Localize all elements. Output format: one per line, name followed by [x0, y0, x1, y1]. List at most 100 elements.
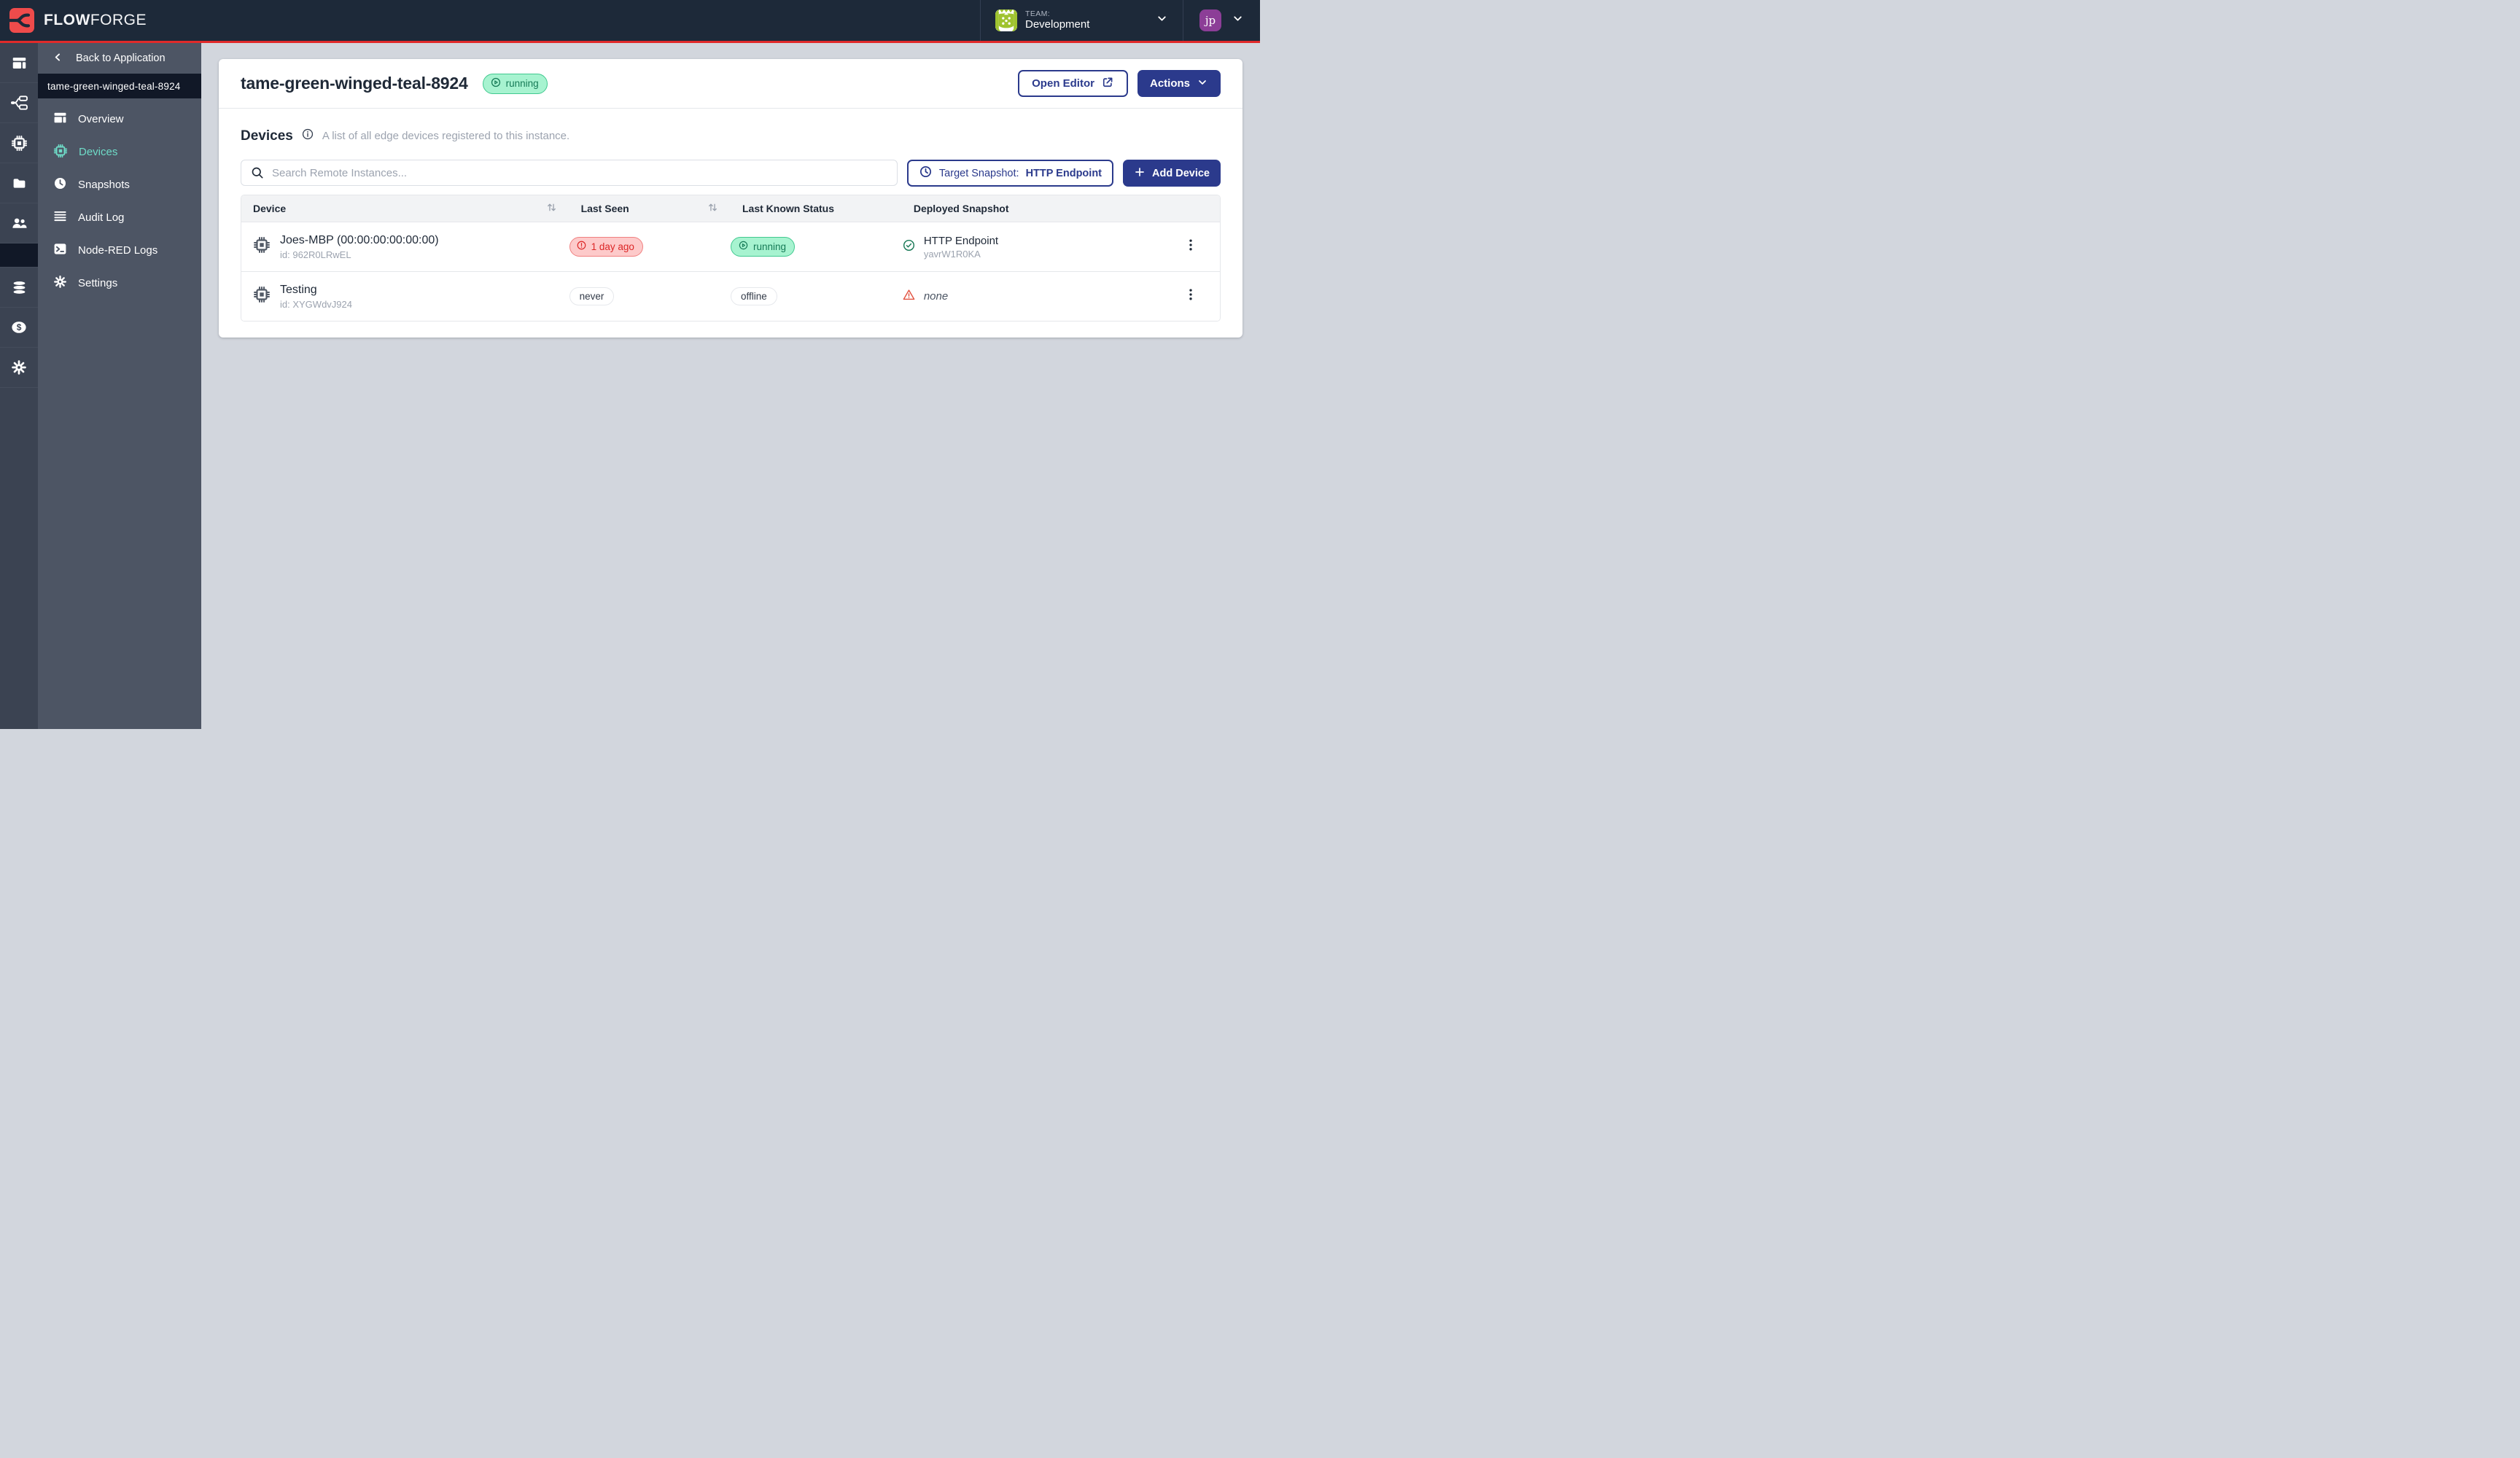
snapshot-id: yavrW1R0KA	[923, 248, 981, 260]
column-header-last-seen[interactable]: Last Seen	[569, 201, 731, 216]
open-editor-label: Open Editor	[1032, 77, 1094, 90]
exclamation-circle-icon	[576, 240, 587, 253]
target-snapshot-button[interactable]: Target Snapshot: HTTP Endpoint	[906, 160, 1114, 187]
chevron-down-icon	[1156, 12, 1168, 28]
device-status-text: running	[752, 241, 787, 252]
page-title: tame-green-winged-teal-8924	[241, 74, 468, 93]
sidebar-item-label: Overview	[78, 113, 124, 125]
section-description: A list of all edge devices registered to…	[322, 130, 570, 142]
open-editor-button[interactable]: Open Editor	[1018, 70, 1128, 97]
terminal-icon	[53, 242, 67, 259]
target-snapshot-label: Target Snapshot:	[938, 167, 1019, 179]
sidebar-item-overview[interactable]: Overview	[38, 103, 201, 136]
overview-icon	[53, 111, 67, 128]
kebab-icon	[1183, 237, 1198, 257]
device-id: id: XYGWdvJ924	[280, 298, 352, 310]
column-label: Deployed Snapshot	[913, 203, 1009, 214]
table-header: Device Last Seen L	[241, 195, 1220, 222]
target-snapshot-value: HTTP Endpoint	[1025, 167, 1102, 179]
rail-settings[interactable]	[0, 348, 38, 388]
brand-forge: FORGE	[90, 12, 147, 28]
column-label: Device	[253, 203, 287, 214]
brand: FLOWFORGE	[0, 8, 147, 33]
rail-logs[interactable]	[0, 268, 38, 308]
folder-icon	[12, 176, 27, 191]
accent-line	[0, 41, 1260, 43]
kebab-icon	[1183, 286, 1198, 306]
sidebar-item-label: Audit Log	[78, 211, 125, 224]
sidebar-item-nodered-logs[interactable]: Node-RED Logs	[38, 234, 201, 267]
snapshot-name: HTTP Endpoint	[923, 234, 999, 247]
sidebar-item-label: Devices	[79, 146, 118, 158]
devices-table: Device Last Seen L	[241, 195, 1221, 321]
svg-text:$: $	[17, 322, 22, 332]
last-seen-badge: never	[569, 287, 615, 305]
chip-icon	[253, 286, 271, 307]
sort-icon[interactable]	[545, 201, 558, 216]
user-menu[interactable]: jp	[1183, 0, 1260, 41]
device-row-joes-mbp[interactable]: Joes-MBP (00:00:00:00:00:00) id: 962R0LR…	[241, 222, 1220, 271]
brand-flow: FLOW	[44, 12, 90, 28]
rail-applications[interactable]	[0, 43, 38, 83]
users-icon	[11, 215, 28, 232]
user-avatar: jp	[1199, 9, 1221, 31]
rail-devices[interactable]	[0, 123, 38, 163]
instance-sidebar: Back to Application tame-green-winged-te…	[38, 43, 201, 729]
main-content: tame-green-winged-teal-8924 running Open…	[201, 43, 1260, 729]
actions-button[interactable]: Actions	[1137, 70, 1221, 97]
applications-icon	[12, 55, 27, 71]
play-circle-icon	[490, 77, 502, 90]
brand-wordmark: FLOWFORGE	[44, 12, 147, 29]
team-name: Development	[1025, 18, 1090, 31]
gear-icon	[11, 359, 27, 375]
rail-billing[interactable]: $	[0, 308, 38, 348]
sidebar-item-label: Settings	[78, 277, 118, 289]
add-device-button[interactable]: Add Device	[1123, 160, 1221, 187]
chip-icon	[53, 144, 68, 161]
add-device-label: Add Device	[1152, 167, 1210, 179]
column-header-device[interactable]: Device	[241, 201, 569, 216]
clock-icon	[53, 176, 67, 193]
rail-members[interactable]	[0, 203, 38, 243]
rail-instances[interactable]	[0, 83, 38, 123]
sidebar-item-label: Snapshots	[78, 179, 130, 191]
sidebar-item-devices[interactable]: Devices	[38, 136, 201, 168]
rail-active-marker	[0, 243, 38, 268]
sidebar-item-audit-log[interactable]: Audit Log	[38, 201, 201, 234]
team-selector[interactable]: TEAM: Development	[980, 0, 1183, 41]
warning-triangle-icon	[902, 288, 916, 305]
clock-icon	[919, 165, 933, 182]
search-input[interactable]	[241, 160, 898, 186]
rail-library[interactable]	[0, 163, 38, 203]
column-header-status: Last Known Status	[731, 203, 902, 214]
icon-rail: $	[0, 43, 38, 729]
last-seen-badge: 1 day ago	[569, 237, 643, 257]
device-status-badge: offline	[730, 287, 777, 305]
sort-icon[interactable]	[707, 201, 719, 216]
status-text: running	[505, 77, 539, 89]
database-icon	[12, 280, 27, 295]
sidebar-item-snapshots[interactable]: Snapshots	[38, 168, 201, 201]
device-id: id: 962R0LRwEL	[280, 249, 351, 260]
column-header-snapshot: Deployed Snapshot	[902, 203, 1162, 214]
actions-label: Actions	[1149, 77, 1190, 90]
snapshot-none: none	[923, 290, 949, 303]
pipeline-icon	[10, 95, 28, 111]
external-link-icon	[1101, 76, 1114, 92]
instance-name[interactable]: tame-green-winged-teal-8924	[38, 74, 201, 98]
instance-status-badge: running	[482, 73, 548, 94]
play-circle-icon	[738, 240, 749, 253]
info-icon	[301, 128, 314, 144]
column-label: Last Known Status	[742, 203, 834, 214]
sidebar-item-settings[interactable]: Settings	[38, 267, 201, 300]
chevron-left-icon	[52, 52, 63, 66]
device-row-testing[interactable]: Testing id: XYGWdvJ924 never offline	[241, 271, 1220, 321]
gear-icon	[53, 275, 67, 292]
section-title: Devices	[241, 128, 293, 144]
chevron-down-icon	[1232, 12, 1244, 28]
column-label: Last Seen	[580, 203, 629, 214]
sidebar-item-label: Node-RED Logs	[78, 244, 158, 257]
back-to-application[interactable]: Back to Application	[38, 43, 201, 74]
row-actions-kebab[interactable]	[1161, 237, 1220, 257]
row-actions-kebab[interactable]	[1161, 286, 1220, 306]
